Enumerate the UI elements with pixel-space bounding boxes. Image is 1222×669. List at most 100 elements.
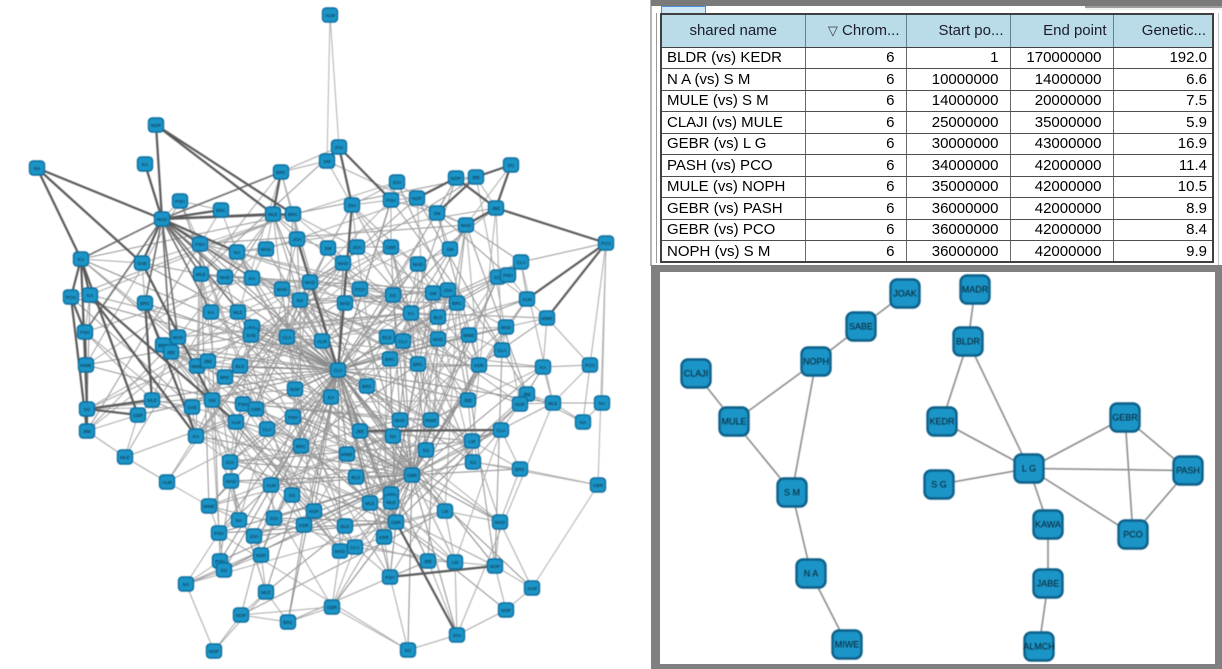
svg-text:MLE: MLE — [196, 272, 205, 277]
svg-text:PSH: PSH — [288, 415, 297, 420]
svg-text:MWE: MWE — [80, 363, 91, 368]
svg-text:NOP: NOP — [151, 123, 161, 128]
svg-text:BLDR: BLDR — [956, 336, 981, 346]
svg-text:KDR: KDR — [256, 553, 266, 558]
svg-text:MAD: MAD — [305, 280, 316, 285]
svg-text:NOP: NOP — [490, 564, 500, 569]
svg-text:JBE: JBE — [472, 175, 480, 180]
svg-text:NOP: NOP — [451, 176, 461, 181]
svg-text:ALM: ALM — [325, 13, 335, 18]
svg-text:CLA: CLA — [497, 428, 507, 433]
svg-text:PCO: PCO — [585, 363, 595, 368]
svg-text:BRC: BRC — [362, 384, 372, 389]
svg-text:MIWE: MIWE — [835, 639, 860, 649]
svg-text:MAD: MAD — [461, 223, 472, 228]
svg-text:MAD: MAD — [340, 301, 351, 306]
svg-text:MAD: MAD — [261, 247, 272, 252]
svg-text:PSH: PSH — [175, 199, 184, 204]
svg-text:JOA: JOA — [293, 237, 303, 242]
svg-text:JOA: JOA — [453, 633, 463, 638]
svg-text:SAB: SAB — [137, 261, 146, 266]
svg-text:BRC: BRC — [288, 212, 298, 217]
svg-text:JBE: JBE — [492, 206, 500, 211]
svg-text:LM: LM — [442, 509, 449, 514]
svg-text:LM: LM — [452, 560, 459, 565]
svg-text:JBE: JBE — [356, 429, 364, 434]
svg-text:MAD: MAD — [157, 217, 168, 222]
svg-text:KA: KA — [234, 250, 241, 255]
svg-text:PSH: PSH — [80, 330, 89, 335]
svg-text:JOA: JOA — [444, 288, 454, 293]
svg-text:NA: NA — [599, 401, 606, 406]
svg-text:SM: SM — [209, 398, 216, 403]
svg-text:ALM: ALM — [522, 297, 532, 302]
svg-text:SABE: SABE — [849, 321, 873, 331]
svg-text:PSH: PSH — [195, 242, 204, 247]
svg-text:MAD: MAD — [226, 479, 237, 484]
svg-text:BLD: BLD — [383, 335, 393, 340]
svg-text:SG: SG — [390, 293, 397, 298]
svg-text:GBR: GBR — [407, 473, 418, 478]
svg-text:NOP: NOP — [209, 649, 219, 654]
svg-text:ALMCH: ALMCH — [1023, 641, 1055, 651]
svg-text:KA: KA — [193, 434, 200, 439]
svg-text:NA: NA — [297, 298, 304, 303]
svg-text:NOP: NOP — [290, 387, 300, 392]
svg-text:JBE: JBE — [204, 359, 212, 364]
svg-text:MULE: MULE — [721, 416, 746, 426]
svg-text:LM: LM — [469, 439, 476, 444]
svg-text:SM: SM — [447, 247, 454, 252]
svg-text:S G: S G — [931, 479, 947, 489]
svg-text:BLD: BLD — [434, 315, 444, 320]
svg-text:GBR: GBR — [386, 245, 397, 250]
svg-text:SM: SM — [434, 211, 441, 216]
svg-text:ALM: ALM — [317, 339, 327, 344]
svg-text:L G: L G — [1022, 463, 1036, 473]
svg-text:MAD: MAD — [495, 520, 506, 525]
svg-text:PSH: PSH — [385, 575, 394, 580]
svg-text:MLE: MLE — [268, 212, 277, 217]
svg-text:MAD: MAD — [433, 337, 444, 342]
svg-text:PCO: PCO — [601, 241, 611, 246]
svg-text:NOP: NOP — [412, 196, 422, 201]
svg-text:BRC: BRC — [283, 620, 293, 625]
svg-text:NOPH: NOPH — [803, 356, 829, 366]
svg-text:GBR: GBR — [251, 407, 262, 412]
svg-text:CLA: CLA — [517, 260, 527, 265]
svg-text:KA: KA — [208, 310, 215, 315]
svg-text:PSH: PSH — [503, 273, 512, 278]
svg-text:KDR: KDR — [474, 363, 484, 368]
svg-text:NOP: NOP — [309, 509, 319, 514]
svg-text:PSH: PSH — [215, 559, 224, 564]
svg-text:MLE: MLE — [120, 455, 129, 460]
svg-text:SAB: SAB — [187, 405, 196, 410]
svg-text:JOA: JOA — [393, 180, 403, 185]
svg-text:JOA: JOA — [494, 275, 504, 280]
svg-text:BRC: BRC — [216, 208, 226, 213]
svg-text:MLE: MLE — [233, 310, 242, 315]
svg-text:ALM: ALM — [266, 483, 276, 488]
svg-text:KAWA: KAWA — [1035, 519, 1061, 529]
svg-text:NOP: NOP — [501, 608, 511, 613]
svg-text:MAD: MAD — [395, 418, 406, 423]
svg-text:MAD: MAD — [277, 287, 288, 292]
svg-text:MWE: MWE — [463, 333, 474, 338]
svg-text:MWE: MWE — [341, 452, 352, 457]
svg-text:MLE: MLE — [365, 501, 374, 506]
svg-text:SG: SG — [405, 648, 412, 653]
svg-text:GBR: GBR — [327, 605, 338, 610]
svg-text:NA: NA — [183, 582, 190, 587]
svg-text:CLAJI: CLAJI — [684, 368, 709, 378]
svg-text:NA: NA — [34, 166, 41, 171]
svg-text:KA: KA — [142, 162, 149, 167]
svg-text:S M: S M — [784, 487, 800, 497]
svg-text:PSH: PSH — [214, 531, 223, 536]
svg-text:MWE: MWE — [203, 504, 214, 509]
svg-text:BRC: BRC — [413, 362, 423, 367]
svg-text:MAD: MAD — [413, 262, 424, 267]
svg-text:SM: SM — [430, 291, 437, 296]
svg-text:PSH: PSH — [386, 198, 395, 203]
svg-text:MWE: MWE — [425, 418, 436, 423]
svg-text:JOA: JOA — [348, 203, 358, 208]
svg-text:MAD: MAD — [338, 261, 349, 266]
